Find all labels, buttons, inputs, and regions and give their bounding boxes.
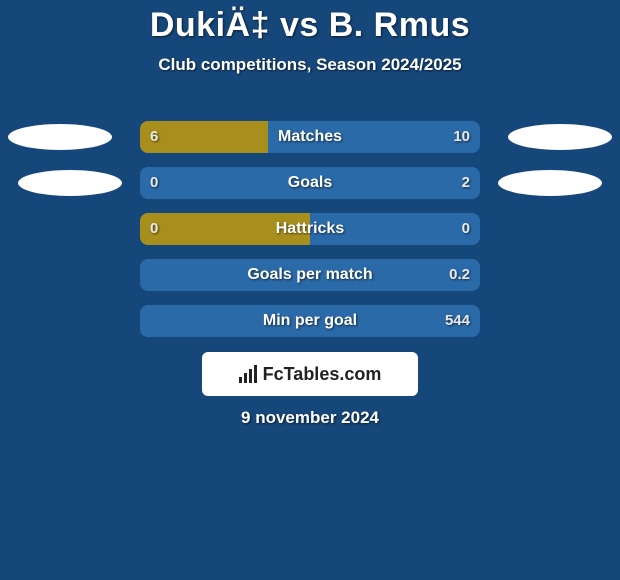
player-right-ellipse bbox=[508, 124, 612, 150]
stat-bar-right-fill bbox=[140, 167, 480, 199]
stat-value-right: 544 bbox=[445, 305, 470, 337]
comparison-rows: Matches610Goals02Hattricks00Goals per ma… bbox=[0, 118, 620, 348]
stat-value-left: 0 bbox=[150, 167, 158, 199]
page-title: DukiÄ‡ vs B. Rmus bbox=[0, 0, 620, 45]
stat-value-right: 10 bbox=[453, 121, 470, 153]
page-subtitle: Club competitions, Season 2024/2025 bbox=[0, 55, 620, 75]
stat-bar bbox=[140, 167, 480, 199]
stat-value-right: 2 bbox=[462, 167, 470, 199]
brand-logo: FcTables.com bbox=[202, 352, 418, 396]
player-left-ellipse bbox=[8, 124, 112, 150]
date-label: 9 november 2024 bbox=[0, 408, 620, 428]
stat-bar bbox=[140, 305, 480, 337]
stat-value-right: 0.2 bbox=[449, 259, 470, 291]
comparison-infographic: DukiÄ‡ vs B. Rmus Club competitions, Sea… bbox=[0, 0, 620, 580]
stat-value-right: 0 bbox=[462, 213, 470, 245]
stat-bar bbox=[140, 259, 480, 291]
comparison-row: Goals02 bbox=[0, 164, 620, 210]
stat-value-left: 0 bbox=[150, 213, 158, 245]
brand-name: FcTables.com bbox=[263, 364, 382, 385]
brand-logo-text: FcTables.com bbox=[239, 364, 382, 385]
comparison-row: Matches610 bbox=[0, 118, 620, 164]
stat-bar bbox=[140, 213, 480, 245]
stat-bar-right-fill bbox=[140, 305, 480, 337]
stat-bar-right-fill bbox=[140, 259, 480, 291]
stat-bar-left-fill bbox=[140, 121, 268, 153]
comparison-row: Min per goal544 bbox=[0, 302, 620, 348]
player-right-ellipse bbox=[498, 170, 602, 196]
stat-value-left: 6 bbox=[150, 121, 158, 153]
stat-bar-left-fill bbox=[140, 213, 310, 245]
comparison-row: Goals per match0.2 bbox=[0, 256, 620, 302]
comparison-row: Hattricks00 bbox=[0, 210, 620, 256]
player-left-ellipse bbox=[18, 170, 122, 196]
bars-icon bbox=[239, 365, 257, 383]
stat-bar bbox=[140, 121, 480, 153]
